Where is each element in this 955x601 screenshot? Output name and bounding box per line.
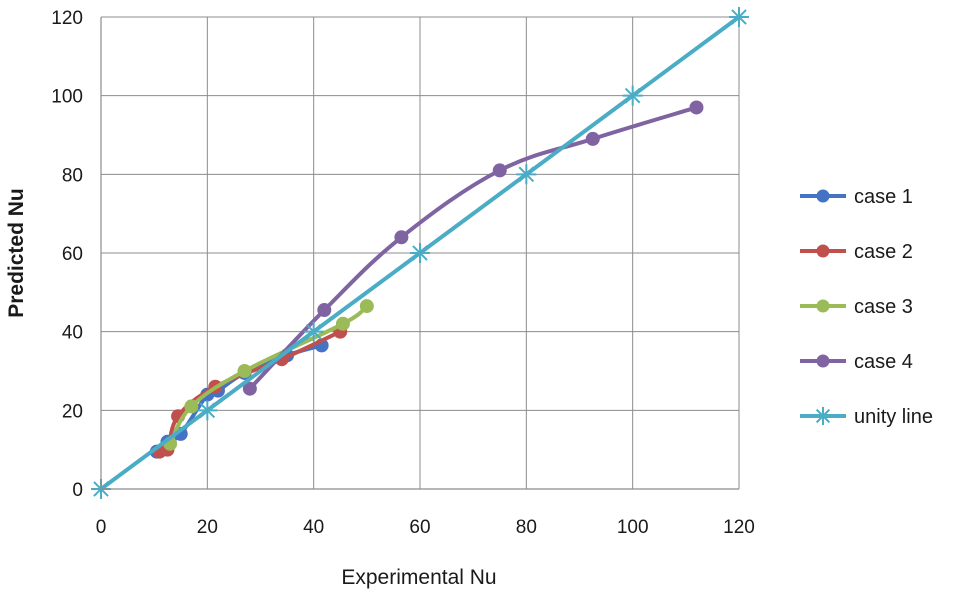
data-point-case-3: [359, 299, 374, 314]
x-tick-label: 120: [723, 517, 755, 538]
data-point-unity-line: [303, 321, 324, 342]
legend: case 1 case 2 case 3 case 4 unity line: [800, 186, 933, 428]
legend-label: case 2: [854, 241, 913, 263]
x-tick-label: 20: [197, 517, 218, 538]
data-point-case-3: [237, 364, 252, 378]
series-line-case-4: [247, 105, 699, 391]
legend-label: case 4: [854, 351, 913, 373]
y-tick-label: 80: [62, 165, 83, 186]
x-axis-title: Experimental Nu: [341, 566, 496, 589]
legend-item-unity-line: unity line: [800, 406, 933, 428]
series-case-1: [149, 338, 329, 459]
y-tick-label: 60: [62, 244, 83, 265]
y-axis-title: Predicted Nu: [5, 188, 28, 318]
legend-label: case 3: [854, 296, 913, 318]
x-tick-label: 100: [617, 517, 649, 538]
data-point-unity-line: [729, 7, 749, 27]
legend-marker: [816, 354, 830, 368]
y-tick-label: 120: [51, 8, 83, 29]
data-point-unity-line: [622, 85, 643, 106]
data-point-case-4: [394, 230, 409, 245]
plot-series: [91, 7, 749, 499]
legend-marker: [814, 407, 832, 425]
data-point-case-3: [184, 399, 199, 414]
x-tick-label: 80: [516, 517, 537, 538]
legend-marker: [816, 299, 830, 313]
legend-marker: [816, 244, 830, 258]
data-point-unity-line: [197, 400, 218, 421]
data-point-case-4: [689, 100, 704, 115]
legend-label: case 1: [854, 186, 913, 208]
legend-marker: [816, 189, 830, 203]
data-point-unity-line: [516, 164, 537, 185]
legend-item-case-1: case 1: [800, 186, 913, 208]
legend-label: unity line: [854, 406, 933, 428]
x-tick-label: 40: [303, 517, 324, 538]
x-tick-label: 0: [96, 517, 107, 538]
series-case-3: [163, 299, 374, 451]
data-point-case-4: [585, 131, 600, 146]
series-case-2: [152, 324, 348, 459]
legend-item-case-2: case 2: [800, 241, 913, 263]
legend-item-case-3: case 3: [800, 296, 913, 318]
series-case-4: [242, 100, 704, 396]
x-tick-label: 60: [409, 517, 430, 538]
data-point-case-4: [317, 303, 332, 318]
data-point-case-4: [242, 381, 257, 396]
legend-item-case-4: case 4: [800, 351, 913, 373]
y-tick-label: 0: [72, 480, 83, 501]
axes: 0 20 40 60 80 100 120 0 20 40 60 80 100 120: [51, 8, 755, 538]
y-tick-label: 20: [62, 401, 83, 422]
y-tick-label: 100: [51, 87, 83, 108]
data-point-unity-line: [410, 243, 430, 263]
data-point-case-3: [335, 316, 350, 331]
data-point-case-4: [492, 163, 507, 178]
y-tick-label: 40: [62, 323, 83, 344]
